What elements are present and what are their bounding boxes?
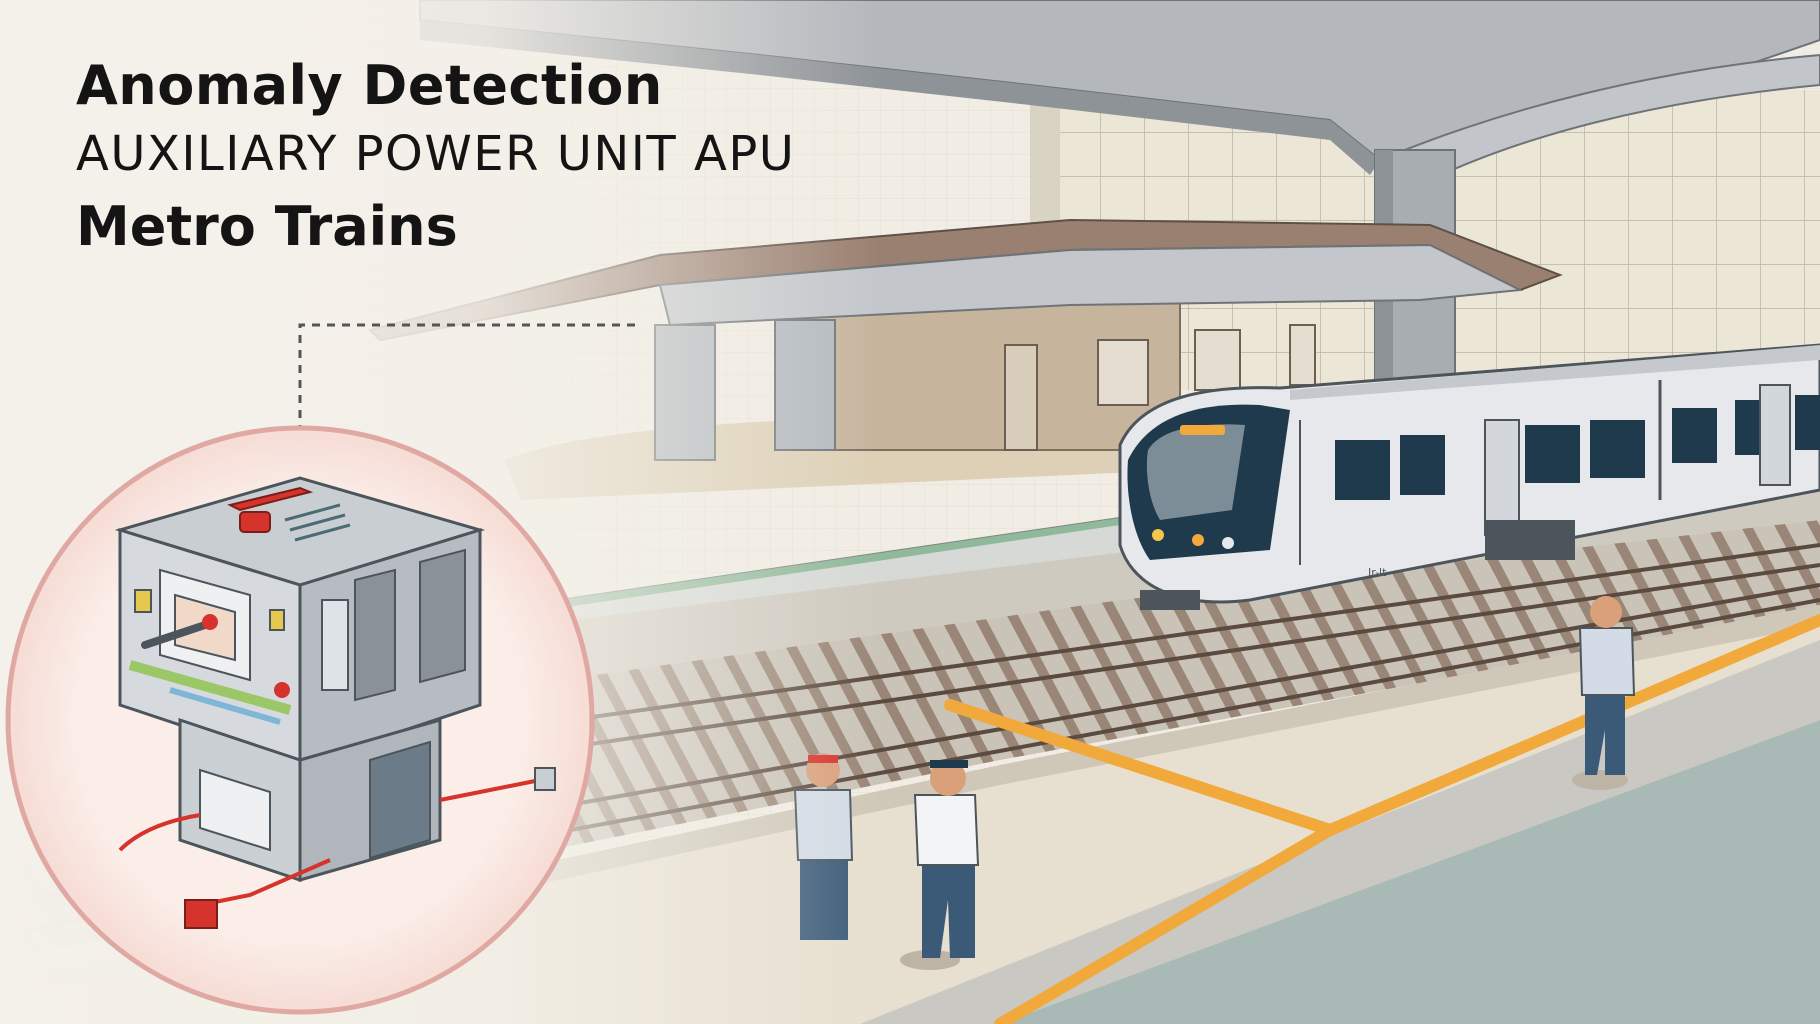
tactile-guidance-lines bbox=[944, 614, 1820, 1024]
page-category: Metro Trains bbox=[76, 195, 458, 259]
apu-unit-illustration bbox=[114, 476, 556, 929]
metro-train bbox=[1118, 343, 1820, 610]
person-center bbox=[900, 760, 980, 970]
train-side-marking: Jr-lt bbox=[1367, 566, 1387, 579]
page-subtitle: AUXILIARY POWER UNIT APU bbox=[76, 125, 796, 182]
page-title: Anomaly Detection bbox=[76, 54, 663, 117]
person-right bbox=[1572, 596, 1636, 790]
title-block: Anomaly Detection AUXILIARY POWER UNIT A… bbox=[76, 54, 796, 259]
